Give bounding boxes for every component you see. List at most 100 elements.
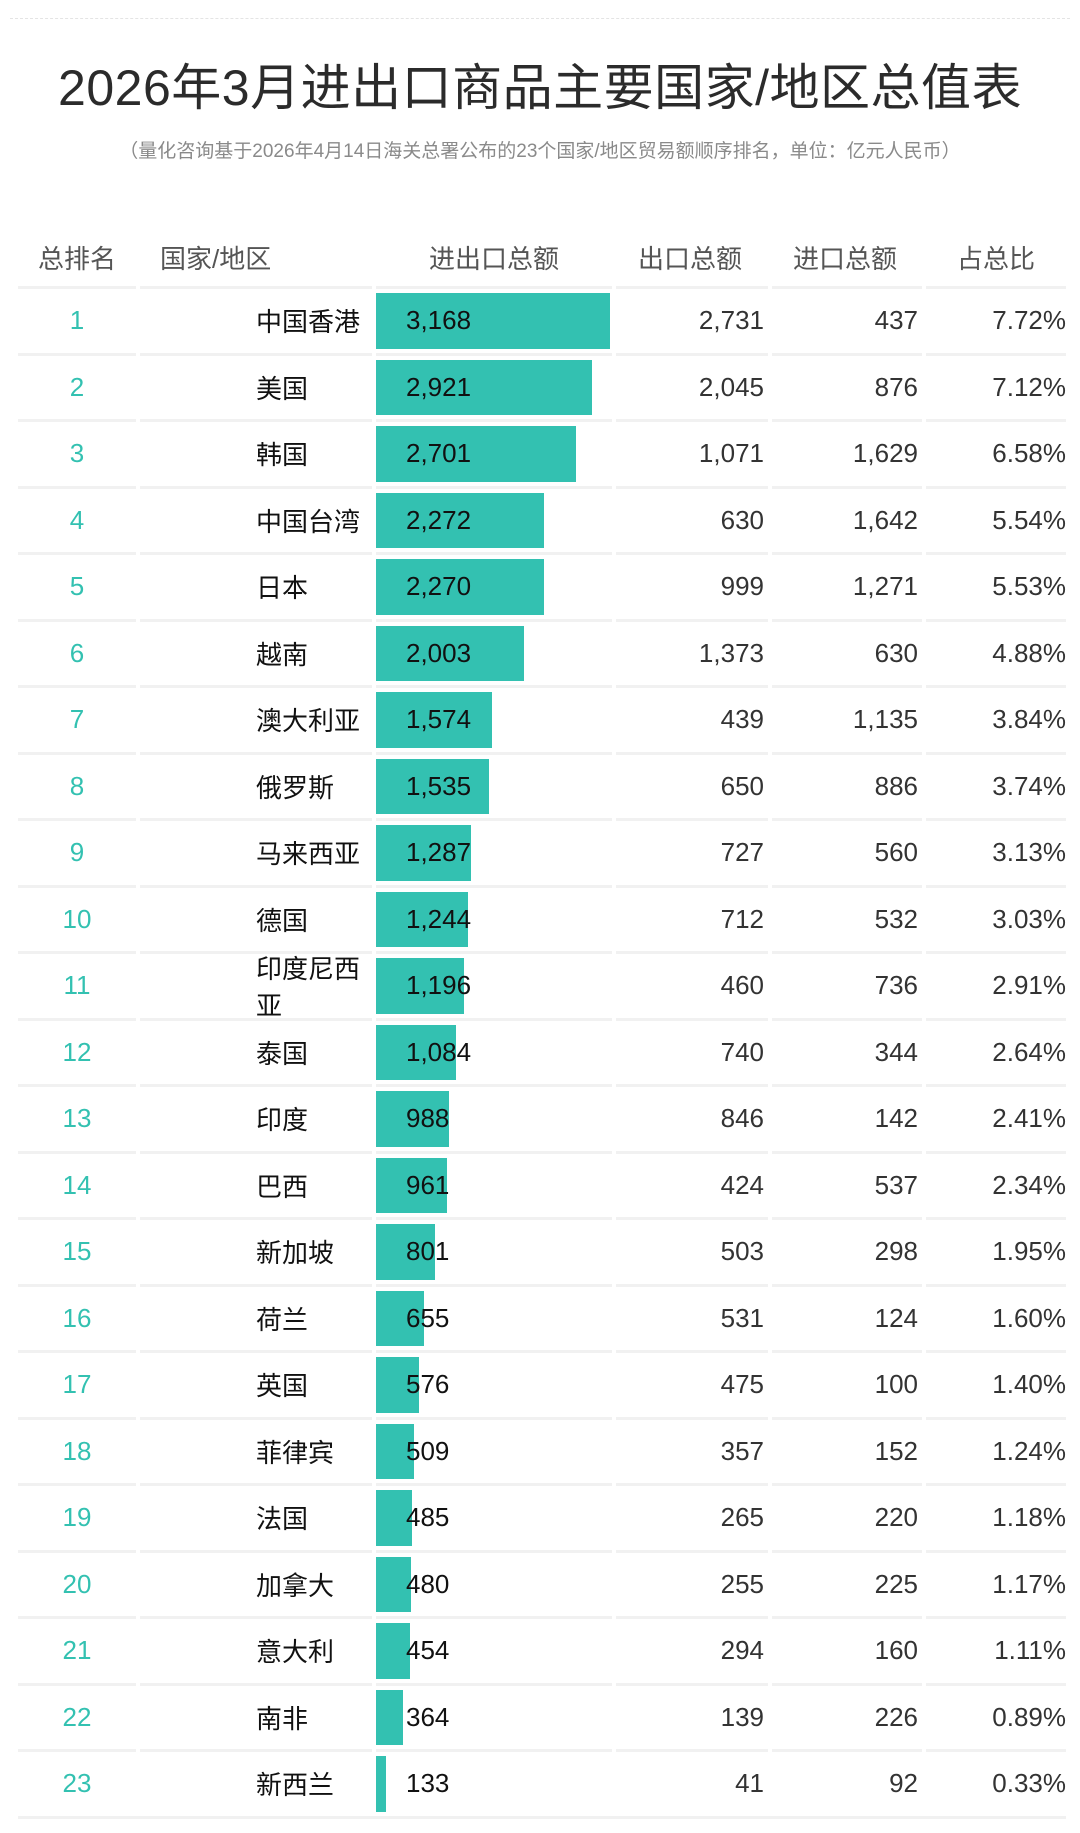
total-bar [376,1024,456,1080]
share-cell: 1.95% [926,1217,1066,1284]
total-value: 2,921 [406,371,472,402]
rank-number: 23 [62,1768,92,1799]
rank-number: 15 [62,1236,92,1267]
exports-cell: 475 [616,1350,768,1417]
exports-value: 460 [720,970,764,1001]
rank-number: 7 [69,704,85,735]
imports-cell: 532 [772,884,922,952]
exports-value: 424 [720,1169,764,1200]
rank-number: 8 [69,770,85,801]
exports-value: 531 [720,1302,764,1333]
share-cell: 2.34% [926,1150,1066,1218]
page-subtitle: （量化咨询基于2026年4月14日海关总署公布的23个国家/地区贸易额顺序排名，… [119,141,961,162]
country-name: 德国 [256,905,309,936]
total-cell: 509 [376,1416,612,1484]
imports-cell: 1,135 [772,685,922,752]
total-value: 485 [406,1502,450,1533]
rank-cell: 6 [18,618,136,686]
share-value: 3.84% [992,704,1066,735]
total-bar [376,359,592,415]
rank-cell: 12 [18,1017,136,1085]
rank-number: 4 [69,504,85,535]
name-cell: 印度尼西亚 [140,951,372,1021]
total-bar [376,1091,449,1147]
table-row: 5 日本 2,270 999 1,271 5.53% [18,552,1066,619]
table-row: 7 澳大利亚 1,574 439 1,135 3.84% [18,685,1066,752]
exports-value: 41 [735,1768,764,1799]
exports-value: 740 [720,1036,764,1067]
total-value: 1,535 [406,770,472,801]
imports-value: 1,629 [852,438,918,469]
imports-value: 876 [874,371,918,402]
country-name: 印度尼西亚 [256,953,361,1021]
rank-number: 11 [63,970,91,1001]
imports-value: 886 [874,770,918,801]
rank-cell: 20 [18,1549,136,1617]
total-value: 655 [406,1302,450,1333]
exports-value: 712 [720,903,764,934]
total-cell: 480 [376,1549,612,1617]
total-value: 509 [406,1435,450,1466]
imports-value: 298 [874,1236,918,1267]
share-value: 6.58% [992,438,1066,469]
total-value: 1,084 [406,1036,472,1067]
exports-cell: 357 [616,1416,768,1484]
share-cell: 3.03% [926,884,1066,952]
imports-cell: 630 [772,618,922,686]
share-cell: 5.53% [926,552,1066,619]
name-cell: 加拿大 [140,1549,372,1617]
exports-cell: 255 [616,1549,768,1617]
country-name: 英国 [256,1371,309,1402]
imports-cell: 1,629 [772,419,922,486]
rank-number: 16 [62,1302,92,1333]
exports-value: 357 [720,1435,764,1466]
country-name: 新加坡 [256,1238,335,1269]
total-value: 576 [406,1369,450,1400]
share-value: 4.88% [992,637,1066,668]
imports-cell: 1,642 [772,485,922,553]
exports-value: 630 [720,504,764,535]
name-cell: 中国香港 [140,286,372,353]
total-bar [376,1290,424,1346]
share-cell: 1.40% [926,1350,1066,1417]
total-bar [376,1556,411,1612]
header-rank: 总排名 [37,243,116,274]
rank-cell: 19 [18,1483,136,1550]
name-cell: 荷兰 [140,1283,372,1351]
total-value: 1,196 [406,970,472,1001]
imports-value: 630 [874,637,918,668]
exports-value: 475 [720,1369,764,1400]
total-value: 2,701 [406,438,472,469]
rank-number: 18 [62,1435,92,1466]
rank-number: 20 [62,1568,92,1599]
imports-cell: 344 [772,1017,922,1085]
exports-value: 139 [720,1701,764,1732]
total-bar [376,1689,403,1745]
exports-cell: 712 [616,884,768,952]
exports-value: 265 [720,1502,764,1533]
table-body: 1 中国香港 3,168 2,731 437 7.72% 2 美国 2,921 2,045 876 7… [18,286,1066,1816]
country-name: 南非 [256,1703,309,1734]
share-value: 2.91% [992,970,1066,1001]
rank-number: 13 [62,1103,92,1134]
table-row: 12 泰国 1,084 740 344 2.64% [18,1017,1066,1085]
exports-cell: 846 [616,1084,768,1151]
exports-cell: 424 [616,1150,768,1218]
total-cell: 2,921 [376,352,612,420]
share-cell: 4.88% [926,618,1066,686]
rank-number: 19 [62,1502,92,1533]
name-cell: 德国 [140,884,372,952]
total-bar [376,492,544,548]
rank-cell: 9 [18,818,136,885]
name-cell: 菲律宾 [140,1416,372,1484]
share-cell: 3.84% [926,685,1066,752]
total-bar [376,1357,419,1413]
total-value: 2,003 [406,637,472,668]
rank-number: 5 [69,571,85,602]
rank-number: 1 [69,305,85,336]
imports-cell: 100 [772,1350,922,1417]
share-value: 3.03% [992,903,1066,934]
total-bar [376,625,524,681]
share-value: 5.54% [992,504,1066,535]
header-share: 占总比 [956,243,1035,274]
